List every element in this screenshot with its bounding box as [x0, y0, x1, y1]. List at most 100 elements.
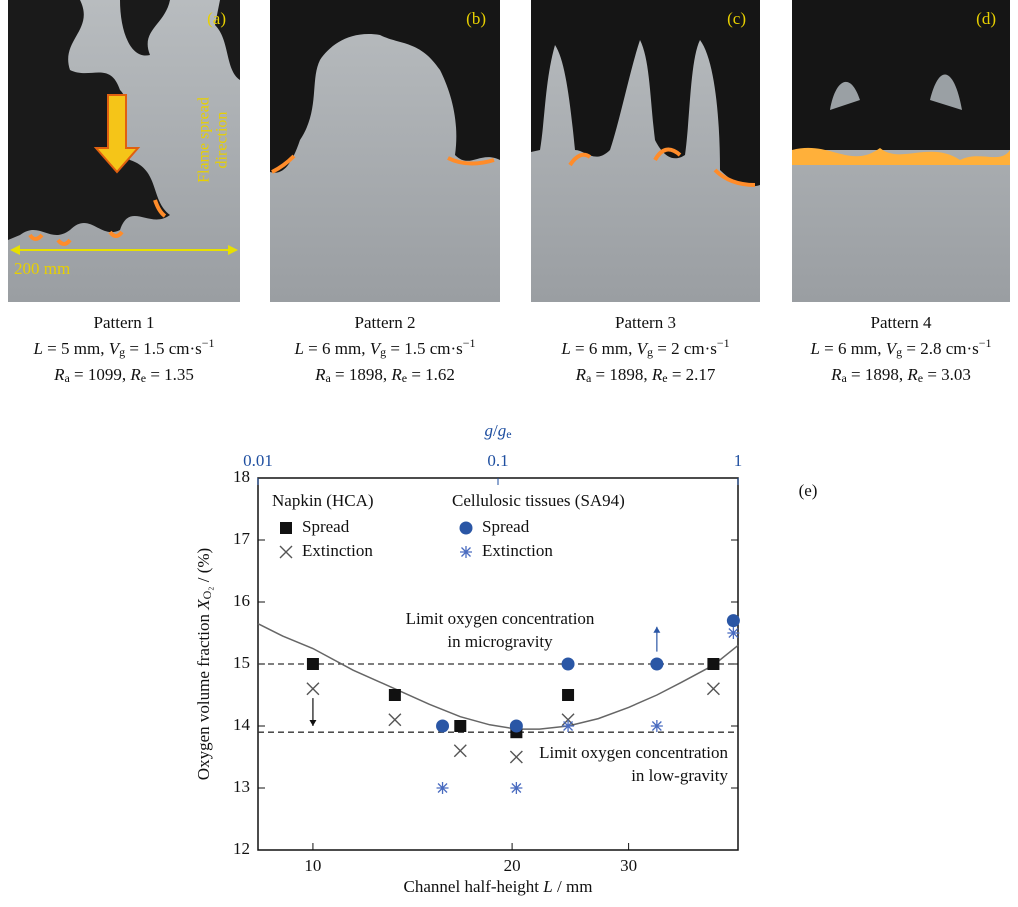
rich-text: Pattern 1	[94, 313, 155, 332]
note-line: direction	[214, 112, 231, 169]
text-segment: −1	[717, 336, 730, 350]
point	[650, 658, 663, 671]
text-segment: −1	[979, 336, 992, 350]
text-segment: R	[314, 365, 326, 384]
legend-marker	[280, 546, 292, 558]
text-segment: −1	[463, 336, 476, 350]
point	[437, 782, 449, 794]
text-segment: Channel half-height	[404, 877, 544, 896]
rich-text: L = 6 mm, Vg = 1.5 cm·s−1	[293, 336, 475, 359]
point	[389, 689, 401, 701]
point	[454, 720, 466, 732]
text-segment: = 1898,	[847, 365, 908, 384]
text-segment: = 1898,	[331, 365, 392, 384]
point	[389, 714, 401, 726]
arrow-head	[653, 627, 660, 633]
text-segment: R	[53, 365, 65, 384]
text-segment: R	[129, 365, 141, 384]
panel-label: (c)	[727, 9, 746, 28]
photo	[270, 0, 500, 302]
rich-text: Channel half-height L / mm	[404, 877, 593, 896]
text-segment: = 6 mm,	[820, 339, 886, 358]
reference-label: Limit oxygen concentration	[539, 743, 728, 762]
point	[436, 720, 449, 733]
text-segment: X	[194, 599, 213, 611]
point	[562, 720, 574, 732]
x-tick-label: 20	[504, 856, 521, 875]
y-tick-label: 16	[233, 591, 250, 610]
x2-tick-label: 1	[734, 451, 743, 470]
text-segment: R	[830, 365, 842, 384]
rich-text: L = 5 mm, Vg = 1.5 cm·s−1	[32, 336, 214, 359]
text-segment: Pattern 2	[355, 313, 416, 332]
text-segment: Pattern 3	[615, 313, 676, 332]
y-tick-label: 13	[233, 777, 250, 796]
panel-label: (d)	[976, 9, 996, 28]
text-segment: Oxygen volume fraction	[194, 610, 213, 780]
text-segment: = 1898,	[591, 365, 652, 384]
text-segment: = 1.5 cm·s	[386, 339, 463, 358]
rich-text: L = 6 mm, Vg = 2 cm·s−1	[560, 336, 729, 359]
legend-marker	[460, 546, 472, 558]
rich-text: Ra = 1898, Re = 2.17	[575, 365, 716, 385]
text-segment: = 1.62	[407, 365, 455, 384]
legend-title: Cellulosic tissues (SA94)	[452, 491, 625, 510]
reference-label: in microgravity	[447, 632, 553, 651]
text-segment: g	[498, 421, 507, 440]
text-segment: = 2 cm·s	[653, 339, 717, 358]
rich-text: Pattern 2	[355, 313, 416, 332]
text-segment: = 2.8 cm·s	[902, 339, 979, 358]
point	[707, 683, 719, 695]
text-segment: = 3.03	[923, 365, 971, 384]
rich-text: Oxygen volume fraction XO₂ / (%)	[194, 548, 214, 780]
text-segment: = 6 mm,	[304, 339, 370, 358]
text-segment: = 1.35	[146, 365, 194, 384]
point	[510, 751, 522, 763]
reference-label: in low-gravity	[631, 766, 728, 785]
rich-text: Ra = 1099, Re = 1.35	[53, 365, 194, 385]
text-segment: R	[651, 365, 663, 384]
rich-text: Ra = 1898, Re = 3.03	[830, 365, 971, 385]
text-segment: = 6 mm,	[571, 339, 637, 358]
text-segment: / mm	[553, 877, 593, 896]
panel-label: (a)	[207, 9, 226, 28]
x-tick-label: 10	[304, 856, 321, 875]
legend-marker	[280, 522, 292, 534]
y-tick-label: 17	[233, 529, 251, 548]
point	[651, 720, 663, 732]
panel-label: (b)	[466, 9, 486, 28]
point	[307, 658, 319, 670]
x-tick-label: 30	[620, 856, 637, 875]
y-tick-label: 12	[233, 839, 250, 858]
rich-text: Pattern 3	[615, 313, 676, 332]
legend-label: Extinction	[302, 541, 373, 560]
point	[727, 614, 740, 627]
photo	[531, 0, 760, 302]
text-segment: R	[575, 365, 587, 384]
note-line: Flame spread	[196, 97, 213, 183]
text-segment: L	[542, 877, 552, 896]
text-segment: R	[906, 365, 918, 384]
rich-text: g/ge	[484, 421, 511, 441]
point	[727, 627, 739, 639]
text-segment: = 1.5 cm·s	[125, 339, 202, 358]
legend-label: Extinction	[482, 541, 553, 560]
text-segment: L	[560, 339, 570, 358]
point	[562, 689, 574, 701]
figure: (a) Pattern 1 L = 5 mm, Vg = 1.5 cm·s−1 Ra …	[0, 0, 1018, 907]
text-segment: Pattern 1	[94, 313, 155, 332]
legend-label: Spread	[482, 517, 530, 536]
arrow-head	[309, 720, 316, 726]
photo	[792, 0, 1010, 302]
panel-label: (e)	[799, 481, 818, 500]
text-segment: L	[809, 339, 819, 358]
legend-marker	[460, 522, 473, 535]
text-segment: = 2.17	[668, 365, 716, 384]
point	[307, 683, 319, 695]
text-segment: L	[32, 339, 42, 358]
text-segment: = 1099,	[70, 365, 131, 384]
scale-label: 200 mm	[14, 259, 70, 278]
legend-title: Napkin (HCA)	[272, 491, 374, 510]
rich-text: Pattern 4	[871, 313, 932, 332]
y-tick-label: 14	[233, 715, 251, 734]
